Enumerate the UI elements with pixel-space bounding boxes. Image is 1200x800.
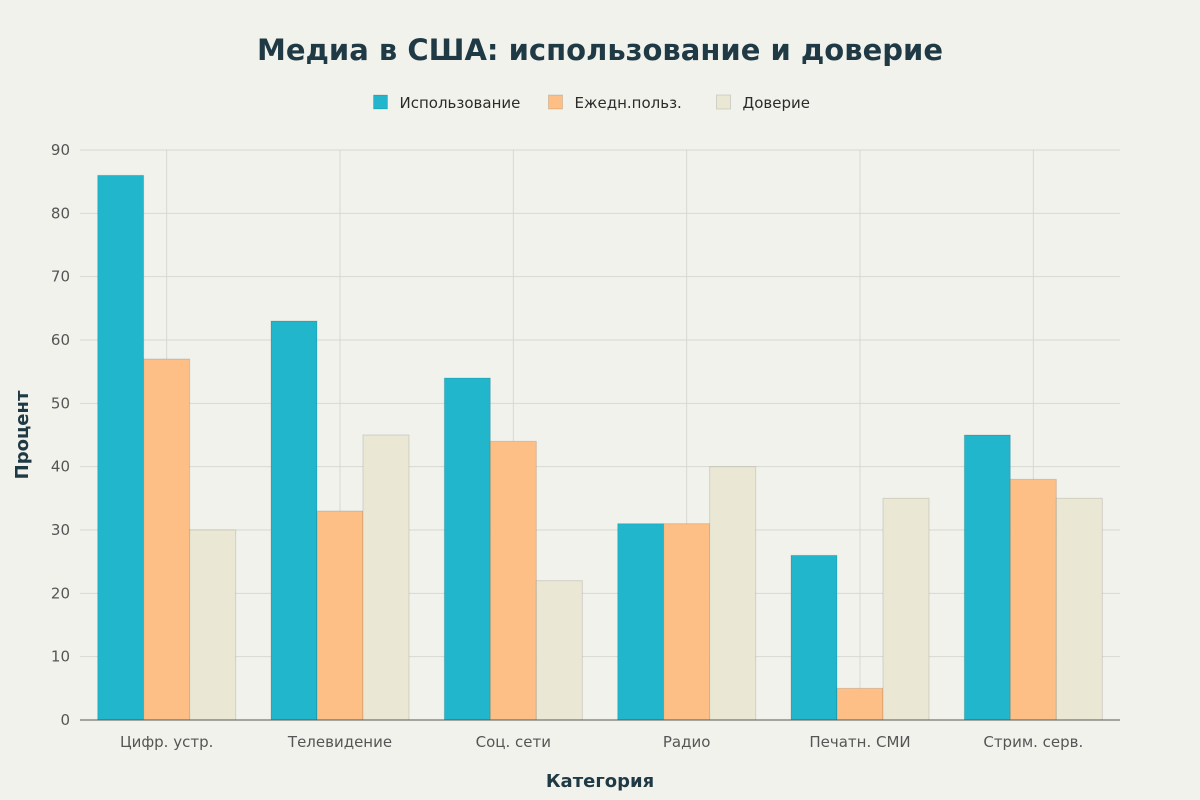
axes: 0 10 20 30 40 50 60 70 80 90 Цифр. устр. Телевидени…: [51, 141, 1120, 751]
x-tick-label: Радио: [663, 733, 711, 751]
x-tick-label: Печатн. СМИ: [809, 733, 910, 751]
legend-label: Доверие: [743, 94, 810, 112]
bar: [1009, 478, 1057, 721]
bar: [143, 358, 191, 721]
y-tick-label: 40: [51, 458, 70, 476]
legend-swatch: [373, 94, 388, 110]
chart-title: Медиа в США: использование и доверие: [257, 33, 943, 67]
bar: [97, 174, 145, 721]
y-tick-label: 70: [51, 268, 70, 286]
legend: Использование Ежедн.польз. Доверие: [373, 94, 810, 112]
bar: [443, 377, 491, 721]
x-tick-label: Цифр. устр.: [120, 733, 213, 751]
x-tick-label: Соц. сети: [476, 733, 551, 751]
bar: [836, 687, 884, 721]
bar: [316, 510, 364, 721]
x-axis-title: Категория: [546, 771, 654, 792]
y-tick-label: 50: [51, 394, 70, 412]
bar: [362, 434, 410, 721]
y-axis-title: Процент: [12, 390, 33, 479]
y-tick-label: 30: [51, 521, 70, 539]
legend-swatch: [716, 94, 731, 110]
bar: [489, 440, 537, 721]
bar: [963, 434, 1011, 721]
bar: [709, 466, 757, 721]
x-tick-label: Стрим. серв.: [983, 733, 1083, 751]
legend-label: Ежедн.польз.: [575, 94, 682, 112]
x-tick-label: Телевидение: [287, 733, 392, 751]
bars: [97, 174, 1103, 721]
bar: [663, 523, 711, 721]
bar: [535, 580, 583, 721]
bar: [1055, 497, 1103, 721]
y-tick-label: 60: [51, 331, 70, 349]
bar: [189, 529, 237, 721]
bar: [270, 320, 318, 721]
y-tick-label: 10: [51, 648, 70, 666]
bar: [617, 523, 665, 721]
y-tick-label: 90: [51, 141, 70, 159]
y-tick-label: 0: [60, 711, 70, 729]
y-tick-label: 80: [51, 204, 70, 222]
legend-swatch: [548, 94, 563, 110]
bar: [790, 554, 838, 721]
bar: [882, 497, 930, 721]
y-tick-label: 20: [51, 584, 70, 602]
legend-label: Использование: [400, 94, 521, 112]
